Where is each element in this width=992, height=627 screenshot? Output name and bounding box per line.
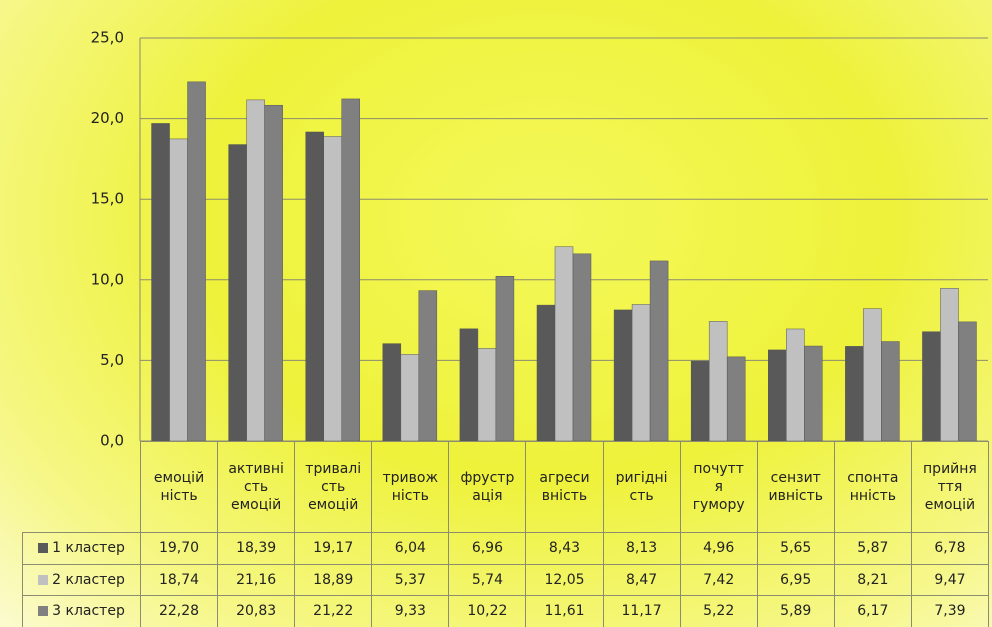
table-value: 5,87	[834, 532, 912, 565]
table-value: 8,21	[834, 564, 912, 597]
bar	[940, 288, 958, 441]
bar	[768, 350, 786, 441]
bar	[229, 145, 247, 441]
table-value: 6,96	[448, 532, 526, 565]
x-tick-label: агреси вність	[525, 441, 603, 533]
bar	[496, 276, 514, 441]
bar	[863, 309, 881, 441]
table-value: 21,22	[294, 595, 372, 627]
bar	[170, 139, 188, 441]
table-value: 11,17	[603, 595, 681, 627]
table-value: 6,95	[757, 564, 835, 597]
bar	[958, 322, 976, 441]
table-value: 21,16	[217, 564, 295, 597]
bar	[881, 342, 899, 441]
bar	[401, 354, 419, 441]
x-tick-label: активні сть емоцій	[217, 441, 295, 533]
legend-label: 1 кластер	[52, 539, 125, 557]
x-tick-label: ригідні сть	[603, 441, 681, 533]
bar	[478, 348, 496, 441]
x-tick-label: тривалі сть емоцій	[294, 441, 372, 533]
legend-entry: 3 кластер	[22, 595, 141, 627]
bar	[152, 123, 170, 441]
table-value: 8,43	[525, 532, 603, 565]
bar	[727, 357, 745, 441]
bar	[247, 100, 265, 441]
table-value: 20,83	[217, 595, 295, 627]
bar	[573, 254, 591, 441]
legend-label: 3 кластер	[52, 602, 125, 620]
y-tick-label: 15,0	[91, 190, 124, 208]
bar	[786, 329, 804, 441]
y-tick-label: 20,0	[91, 109, 124, 127]
bar	[650, 261, 668, 441]
x-tick-label: почутт я гумору	[680, 441, 758, 533]
bar	[188, 82, 206, 441]
bar	[922, 332, 940, 441]
legend-key	[38, 606, 48, 616]
bar	[691, 361, 709, 441]
bar	[555, 247, 573, 441]
x-tick-label: спонта нність	[834, 441, 912, 533]
y-tick-label: 0,0	[100, 432, 124, 450]
table-value: 9,47	[911, 564, 989, 597]
bar	[614, 310, 632, 441]
table-value: 6,04	[371, 532, 449, 565]
bar	[324, 136, 342, 441]
table-value: 5,89	[757, 595, 835, 627]
bar	[342, 99, 360, 441]
bar	[265, 105, 283, 441]
bar	[306, 132, 324, 441]
x-tick-label: емоцій ність	[140, 441, 218, 533]
y-tick-label: 5,0	[100, 351, 124, 369]
table-value: 9,33	[371, 595, 449, 627]
table-value: 7,39	[911, 595, 989, 627]
x-tick-label: сензит ивність	[757, 441, 835, 533]
table-value: 5,37	[371, 564, 449, 597]
x-tick-label: тривож ність	[371, 441, 449, 533]
bar	[460, 329, 478, 441]
table-value: 22,28	[140, 595, 218, 627]
bar	[419, 291, 437, 441]
table-value: 19,17	[294, 532, 372, 565]
table-value: 8,13	[603, 532, 681, 565]
table-value: 6,17	[834, 595, 912, 627]
bar	[537, 305, 555, 441]
legend-label: 2 кластер	[52, 571, 125, 589]
chart: 0,0 5,0 10,0 15,0 20,0 25,0 емоцій ністьактив…	[0, 0, 992, 627]
table-value: 18,74	[140, 564, 218, 597]
x-tick-label: прийня ття емоцій	[911, 441, 989, 533]
bar	[632, 304, 650, 441]
bar	[709, 321, 727, 441]
table-value: 4,96	[680, 532, 758, 565]
table-value: 18,39	[217, 532, 295, 565]
legend-entry: 2 кластер	[22, 564, 141, 597]
table-value: 10,22	[448, 595, 526, 627]
table-value: 12,05	[525, 564, 603, 597]
table-value: 7,42	[680, 564, 758, 597]
x-tick-label: фрустр ація	[448, 441, 526, 533]
table-value: 8,47	[603, 564, 681, 597]
legend-key	[38, 575, 48, 585]
table-value: 11,61	[525, 595, 603, 627]
legend-entry: 1 кластер	[22, 532, 141, 565]
table-value: 6,78	[911, 532, 989, 565]
table-value: 5,65	[757, 532, 835, 565]
table-value: 18,89	[294, 564, 372, 597]
legend-key	[38, 543, 48, 553]
bar	[845, 346, 863, 441]
table-value: 5,74	[448, 564, 526, 597]
y-tick-label: 25,0	[91, 29, 124, 47]
table-value: 5,22	[680, 595, 758, 627]
bar	[383, 344, 401, 441]
y-tick-label: 10,0	[91, 270, 124, 288]
bar	[804, 346, 822, 441]
table-value: 19,70	[140, 532, 218, 565]
